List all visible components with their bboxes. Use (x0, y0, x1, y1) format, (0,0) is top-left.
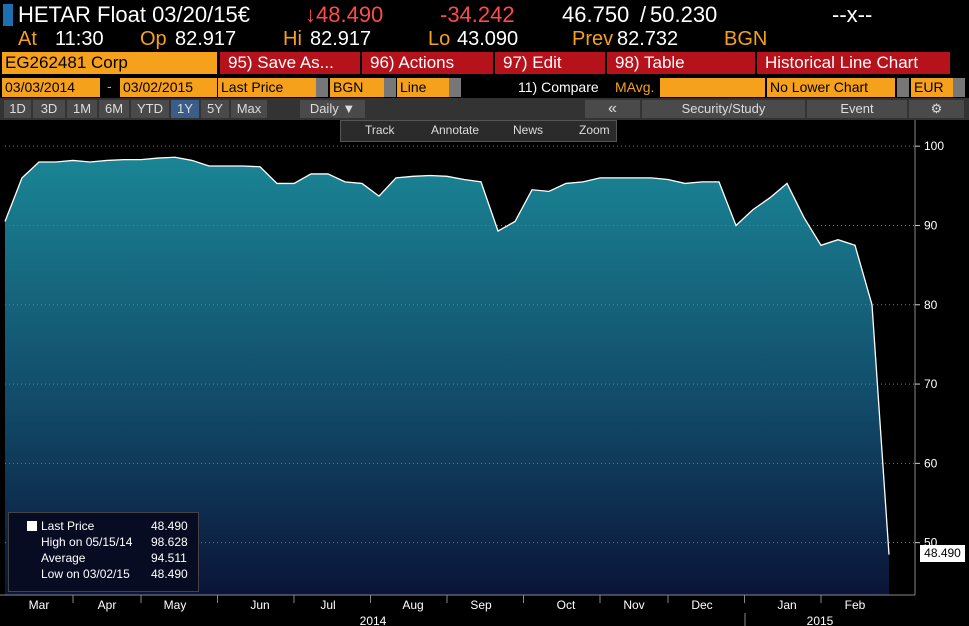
period-button[interactable]: 3D (33, 100, 65, 118)
legend-label: High on 05/15/14 (41, 535, 133, 549)
legend-value: 48.490 (151, 519, 188, 533)
lower-chart-select[interactable]: No Lower Chart (767, 78, 895, 97)
legend-value: 98.628 (151, 535, 188, 549)
x-tick-label: Feb (845, 598, 866, 612)
view-title: Historical Line Chart (757, 52, 950, 74)
nav-back[interactable]: « (585, 100, 640, 118)
quote-label: Op (140, 28, 167, 50)
y-tick-label: 70 (924, 377, 938, 391)
table-button[interactable]: 98) Table (607, 52, 755, 74)
dropdown[interactable] (953, 78, 965, 97)
y-tick-label: 90 (924, 218, 938, 232)
style-select[interactable]: Line (397, 78, 449, 97)
slash: / (640, 2, 647, 27)
x-tick-label: May (164, 598, 187, 612)
actions-button[interactable]: 96) Actions (362, 52, 493, 74)
x-tick-label: Oct (557, 598, 576, 612)
quote-value: 82.917 (175, 28, 237, 50)
y-tick-label: 100 (924, 139, 944, 153)
last: ↓48.490 (305, 2, 384, 27)
year-label: 2014 (360, 614, 387, 626)
interval-select[interactable]: Daily ▼ (300, 100, 365, 118)
change: -34.242 (440, 2, 515, 27)
start-date[interactable]: 03/03/2014 (2, 78, 100, 97)
x-tick-label: Mar (29, 598, 50, 612)
dropdown[interactable] (897, 78, 909, 97)
legend-value: 48.490 (151, 567, 188, 581)
period-button[interactable]: 1M (67, 100, 97, 118)
ticker: HETAR Float 03/20/15€ (18, 2, 250, 27)
mavg-button[interactable]: MAvg. (612, 78, 658, 97)
event-button[interactable]: Event (807, 100, 907, 118)
x-tick-label: Jun (250, 598, 269, 612)
period-button[interactable]: 1D (4, 100, 31, 118)
bid: 46.750 (562, 2, 630, 27)
legend-label: Average (41, 551, 86, 565)
x-tick-label: Jul (320, 598, 335, 612)
chart-tools: Track Annotate News Zoom (340, 120, 617, 142)
quote-value: 11:30 (55, 28, 104, 50)
y-tick-label: 80 (924, 298, 938, 312)
end-date[interactable]: 03/02/2015 (120, 78, 217, 97)
period-button[interactable]: Max (231, 100, 267, 118)
legend-value: 94.511 (151, 551, 187, 565)
date-dash: - (107, 78, 112, 94)
ask: 50.230 (650, 2, 718, 27)
compare-button[interactable]: 11) Compare (518, 79, 599, 95)
quote-value: 82.732 (617, 28, 679, 50)
x-tick-label: Jan (777, 598, 796, 612)
source: BGN (724, 28, 768, 50)
legend: Last Price 48.490 High on 05/15/14 98.628 Av… (8, 512, 199, 592)
study-button[interactable]: Security/Study (642, 100, 805, 118)
legend-label: Last Price (41, 519, 95, 533)
x-tick-label: Sep (470, 598, 492, 612)
tool-button[interactable]: Track (365, 123, 395, 137)
field-select[interactable]: Last Price (218, 78, 316, 97)
period-button[interactable]: YTD (131, 100, 169, 118)
dropdown[interactable] (449, 78, 461, 97)
last-price-tag: 48.490 (920, 545, 965, 562)
status-flag (3, 4, 13, 26)
currency-select[interactable]: EUR (911, 78, 953, 97)
settings-button[interactable]: ⚙ (909, 100, 964, 118)
area-fill (5, 157, 889, 595)
save-button[interactable]: 95) Save As... (220, 52, 360, 74)
period-button[interactable]: 6M (99, 100, 129, 118)
quote-value: 82.917 (310, 28, 372, 50)
quote-label: Hi (283, 28, 302, 50)
x-tick-label: Aug (402, 598, 423, 612)
period-button[interactable]: 1Y (171, 100, 199, 118)
security-field[interactable]: EG262481 Corp (2, 52, 217, 74)
quote-label: Prev (572, 28, 614, 50)
legend-swatch (27, 521, 37, 531)
x-tick-label: Apr (98, 598, 117, 612)
tool-button[interactable]: News (513, 123, 544, 137)
x-tick-label: Nov (623, 598, 644, 612)
quote-label: Lo (428, 28, 451, 50)
price-line (4, 156, 890, 555)
y-tick-label: 60 (924, 456, 938, 470)
legend-label: Low on 03/02/15 (41, 567, 130, 581)
year-label: 2015 (807, 614, 834, 626)
dropdown[interactable] (384, 78, 396, 97)
tool-button[interactable]: Zoom (579, 123, 610, 137)
menu[interactable]: --x-- (832, 2, 873, 27)
tool-button[interactable]: Annotate (431, 123, 480, 137)
dropdown[interactable] (316, 78, 328, 97)
edit-button[interactable]: 97) Edit (495, 52, 605, 74)
source-select[interactable]: BGN (330, 78, 384, 97)
x-tick-label: Dec (691, 598, 712, 612)
period-button[interactable]: 5Y (201, 100, 229, 118)
quote-label: At (18, 28, 37, 50)
quote-value: 43.090 (457, 28, 519, 50)
mavg-field[interactable] (660, 78, 765, 97)
